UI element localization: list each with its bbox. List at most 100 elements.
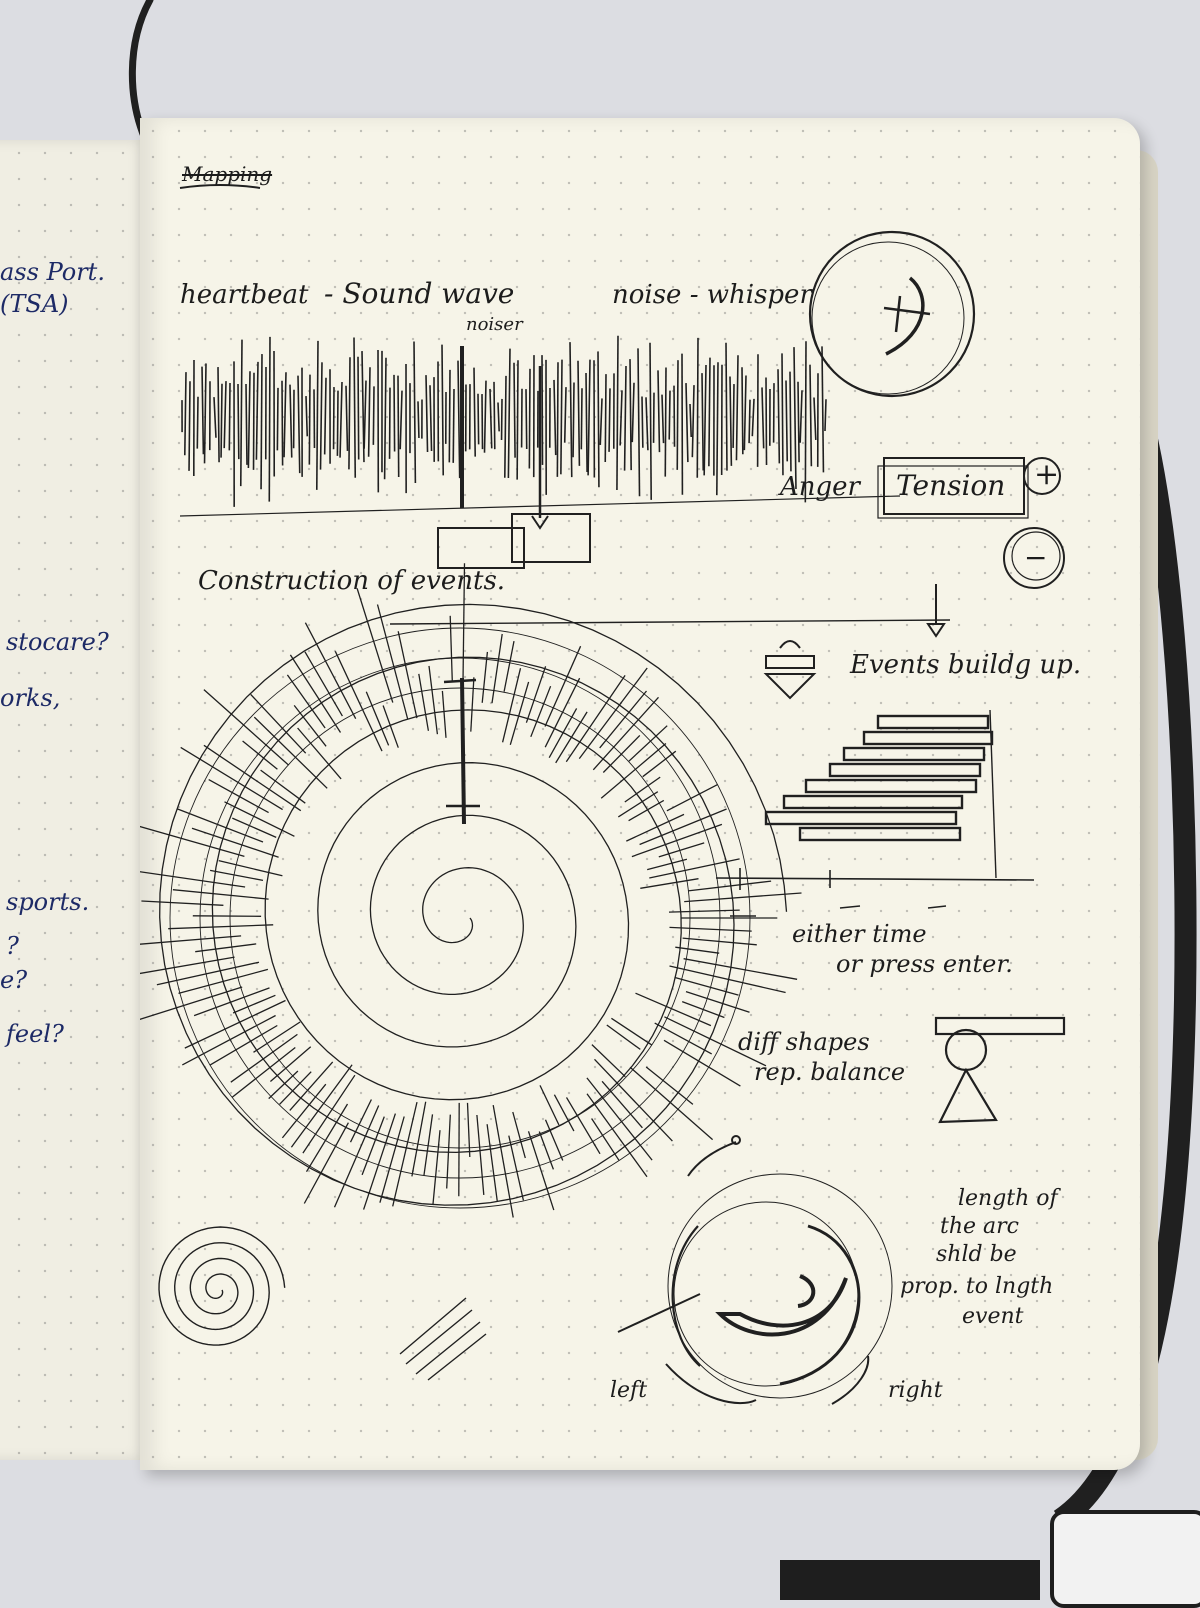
left-line-5: sports. [6,890,89,914]
wave-stroke [508,349,510,478]
wave-stroke [565,387,566,443]
big-spiral-sketch [140,563,801,1217]
wave-stroke [282,381,283,466]
wave-stroke [354,338,355,478]
spiral-hatch [592,1045,625,1077]
wave-stroke [185,372,186,455]
wave-stroke [742,367,743,454]
wave-stroke [638,348,640,496]
wave-stroke [810,365,811,467]
wave-stroke [241,340,242,486]
wave-stroke [474,368,475,457]
wave-stroke [526,389,527,449]
spiral-hatch [291,1065,352,1148]
wave-stroke [800,390,802,442]
wave-stroke [686,383,688,462]
minus-circle [1004,528,1064,588]
wave-stroke [702,373,703,470]
wave-stroke [189,381,190,471]
wave-stroke [730,377,731,466]
spiral-hatch [463,563,465,682]
wave-stroke [505,376,506,478]
plus-circle [1024,458,1060,494]
wave-stroke [325,378,326,455]
wave-stroke [733,384,734,448]
wave-stroke [385,358,386,480]
wave-stroke [617,336,618,490]
wave-stroke [358,357,359,460]
spiral-hatch [210,870,263,880]
sound-wave-sketch [182,336,826,507]
spiral-hatch [629,726,667,762]
wave-stroke [224,381,226,448]
wave-stroke [586,373,587,472]
wave-stroke [798,382,799,463]
hatch-lines [400,1298,486,1380]
wave-stroke [238,384,239,459]
wave-stroke [442,345,443,476]
wave-stroke [581,388,582,449]
spiral-hatch [640,879,698,889]
spiral-hatch [433,1130,440,1205]
spiral-marker [462,678,464,824]
wave-stroke [248,371,250,468]
wave-stroke [744,376,746,451]
wave-stroke [494,382,495,449]
wave-stroke [309,375,310,465]
wave-stroke [662,395,664,443]
wave-stroke [449,370,450,463]
spiral-hatch [357,588,393,702]
wave-stroke [290,385,292,458]
spiral-hatch [232,818,276,837]
wave-stroke [588,360,590,476]
spiral-hatch [383,706,398,748]
spiral-hatch [269,1071,298,1099]
wave-stroke [578,361,579,466]
wave-stroke [284,372,286,457]
wave-stroke [598,351,599,487]
wave-stroke [529,369,530,469]
small-spiral-sketch [159,1227,285,1345]
wave-stroke [277,388,278,450]
spiral-hatch [335,651,382,751]
wave-stroke [669,391,670,440]
spiral-hatch [647,859,687,869]
wave-stroke [346,386,347,451]
wave-stroke [256,362,258,460]
spiral-hatch [684,959,798,980]
wave-stroke [778,369,779,463]
spiral-hatch [513,1112,526,1158]
dark-object [780,1560,1040,1600]
spiral-hatch [540,1085,559,1125]
wave-stroke [704,365,706,475]
wave-stroke [697,338,698,478]
events-timeline [390,620,950,624]
wave-stroke [692,385,694,457]
wave-stroke [542,355,543,465]
wave-stroke [321,362,322,469]
spiral-hatch [442,691,446,738]
wave-stroke [554,380,556,455]
wave-stroke [261,354,262,489]
wave-stroke [814,398,816,440]
spiral-hatch [429,666,437,734]
wave-stroke [726,343,727,471]
small-spiral-curve [159,1227,285,1345]
spiral-hatch [168,925,273,929]
balance-ball [946,1030,986,1070]
left-line-6: ? [6,934,19,958]
spiral-hatch [468,1103,470,1157]
spiral-hatch [529,1131,554,1210]
device-corner [1050,1510,1200,1608]
arc-events-sketch [618,1136,892,1404]
right-notebook-page: Mapping heartbeat - Sound wave noise - w… [140,118,1140,1470]
spiral-hatch [504,641,514,692]
wave-stroke [790,372,791,472]
left-line-7: e? [0,968,27,992]
spiral-hatch [393,1102,417,1206]
spiral-hatch [351,1100,372,1143]
spiral-hatch [554,1095,574,1131]
spiral-hatch [204,745,301,810]
wave-stroke [498,403,499,432]
spiral-hatch [607,1025,641,1049]
